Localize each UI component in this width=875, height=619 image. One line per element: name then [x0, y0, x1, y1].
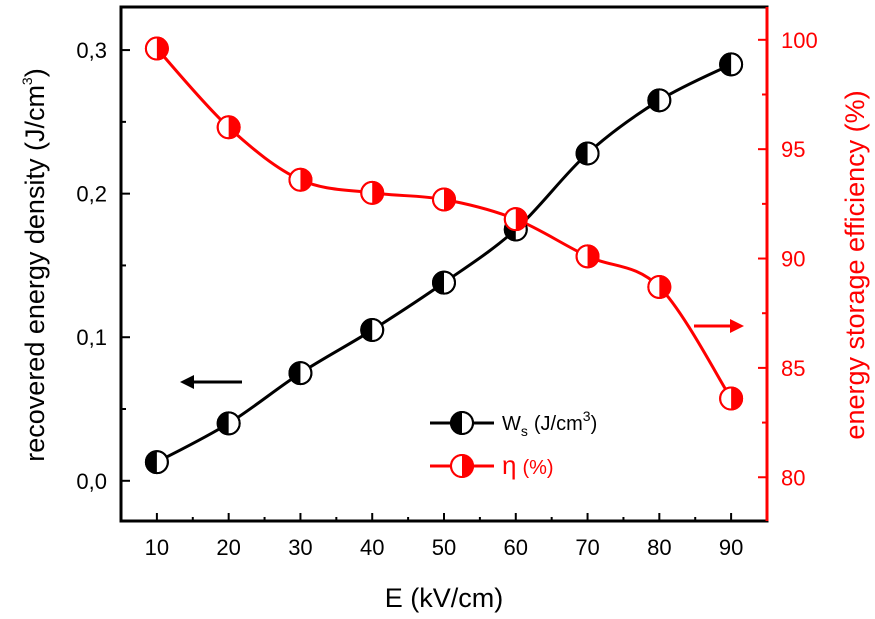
ws-data-point	[719, 52, 744, 77]
svg-text:Ws(J/cm3): Ws (J/cm3)	[502, 408, 597, 439]
plot-frame	[119, 5, 769, 523]
eta-data-point	[288, 167, 313, 192]
x-tick-label: 90	[719, 535, 743, 560]
x-tick-label: 40	[360, 535, 384, 560]
ws-data-point	[360, 318, 385, 343]
left-axis-title: recovered energy density (J/cm3)	[19, 68, 50, 461]
right-tick-label: 80	[781, 465, 805, 490]
ws-data-point	[144, 450, 169, 475]
x-tick-label: 30	[288, 535, 312, 560]
eta-data-point	[144, 36, 169, 61]
left-tick-label: 0,2	[76, 182, 107, 207]
ws-curve	[156, 63, 732, 464]
eta-data-point	[216, 115, 241, 140]
right-tick-label: 85	[781, 356, 805, 381]
x-tick-label: 60	[504, 535, 528, 560]
ws-data-point	[288, 361, 313, 386]
right-axis-title: energy storage efficiency (%)	[840, 90, 870, 439]
right-arrow-annotation	[694, 319, 744, 333]
legend-entry-eta: η (%)	[430, 450, 554, 480]
eta-data-point	[360, 180, 385, 205]
x-tick-label: 20	[216, 535, 240, 560]
legend-marker-eta	[450, 454, 474, 478]
x-tick-label: 80	[647, 535, 671, 560]
left-arrow-annotation	[180, 375, 242, 389]
legend-marker-ws	[450, 411, 474, 435]
ws-data-point	[216, 411, 241, 436]
ws-data-point	[575, 141, 600, 166]
eta-data-point	[503, 207, 528, 232]
legend-entry-ws: Ws (J/cm3)	[430, 408, 597, 439]
x-tick-label: 50	[432, 535, 456, 560]
x-axis-title: E (kV/cm)	[385, 583, 504, 613]
x-tick-label: 70	[575, 535, 599, 560]
x-tick-label: 10	[145, 535, 169, 560]
left-tick-label: 0,0	[76, 469, 107, 494]
eta-data-point	[719, 386, 744, 411]
right-tick-label: 95	[781, 137, 805, 162]
eta-data-point	[575, 244, 600, 269]
eta-curve	[155, 47, 733, 400]
left-tick-label: 0,1	[76, 325, 107, 350]
eta-data-point	[647, 274, 672, 299]
ws-data-point	[647, 88, 672, 113]
left-tick-label: 0,3	[76, 38, 107, 63]
legend: Ws (J/cm3) η (%)	[430, 408, 597, 480]
right-tick-label: 90	[781, 247, 805, 272]
ws-data-point	[432, 270, 456, 295]
svg-text:η(%): η (%)	[502, 450, 554, 480]
right-tick-label: 100	[781, 28, 818, 53]
eta-data-point	[432, 187, 456, 212]
